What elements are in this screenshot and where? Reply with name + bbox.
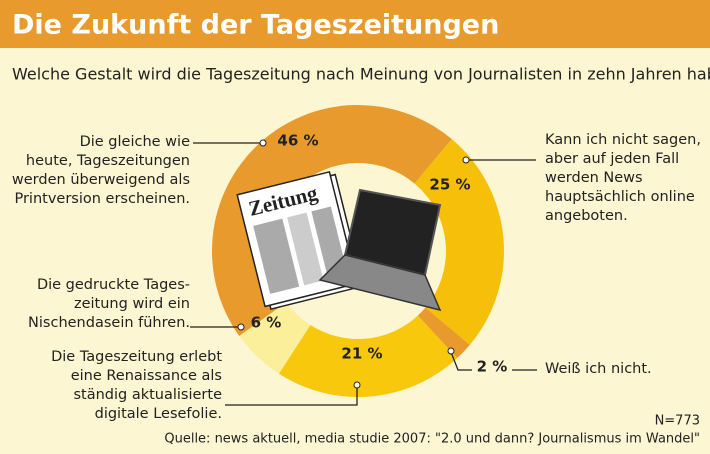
leader-dot xyxy=(462,156,470,164)
leader-dot xyxy=(447,347,455,355)
sample-note: N=773 xyxy=(655,414,700,429)
donut-segment xyxy=(417,307,470,359)
value-label: 2 % xyxy=(477,358,508,376)
leader-line xyxy=(450,351,472,371)
laptop-base xyxy=(318,254,442,312)
category-label: Kann ich nicht sagen, aber auf jeden Fal… xyxy=(545,132,701,224)
leader-lines xyxy=(190,142,537,406)
value-label: 25 % xyxy=(429,176,470,194)
leader-dot xyxy=(259,139,267,147)
leader-line xyxy=(225,386,358,406)
donut-segment xyxy=(278,315,458,397)
laptop-icon xyxy=(318,188,442,312)
chart-title: Die Zukunft der Tageszeitungen xyxy=(12,10,499,41)
donut-segment xyxy=(239,302,311,374)
leader-dots xyxy=(237,139,470,389)
leader-dot xyxy=(353,381,361,389)
donut-segment xyxy=(414,139,504,345)
category-label: Weiß ich nicht. xyxy=(545,361,652,377)
newspaper-column xyxy=(287,212,324,286)
value-label: 6 % xyxy=(251,314,282,332)
value-label: 21 % xyxy=(341,345,382,363)
newspaper-column xyxy=(253,218,300,294)
leader-dot xyxy=(237,323,245,331)
title-bar xyxy=(0,0,710,48)
category-label: Die Tageszeitung erlebt eine Renaissance… xyxy=(51,349,222,422)
chart-subtitle: Welche Gestalt wird die Tageszeitung nac… xyxy=(12,65,710,84)
category-label: Die gleiche wie heute, Tageszeitungen we… xyxy=(11,134,190,207)
source: Quelle: news aktuell, media studie 2007:… xyxy=(164,432,700,447)
category-label: Die gedruckte Tages- zeitung wird ein Ni… xyxy=(28,277,190,331)
value-label: 46 % xyxy=(277,132,318,150)
